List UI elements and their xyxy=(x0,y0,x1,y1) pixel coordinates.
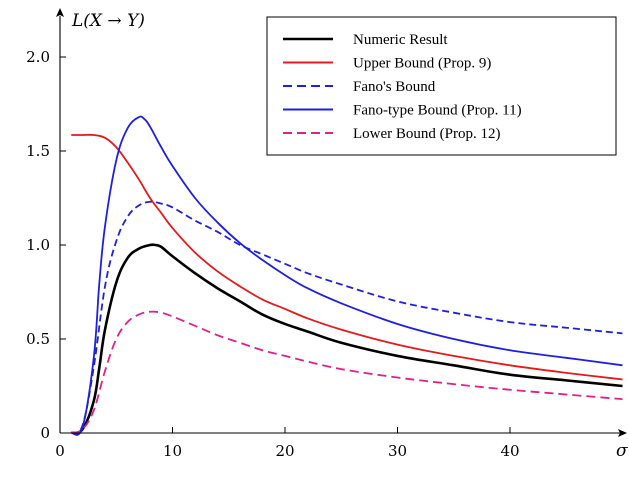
legend-entry-label: Fano-type Bound (Prop. 11) xyxy=(353,103,522,119)
y-tick-label: 1.5 xyxy=(26,142,50,160)
series-line-fano-s-bound xyxy=(70,200,623,435)
x-axis-arrow-icon xyxy=(618,429,627,437)
y-tick-label: 0 xyxy=(40,424,50,442)
legend-entry-label: Lower Bound (Prop. 12) xyxy=(353,126,500,142)
x-axis-label: σ xyxy=(616,441,628,461)
y-tick-label: 0.5 xyxy=(26,330,50,348)
legend-entry-label: Upper Bound (Prop. 9) xyxy=(353,56,491,72)
x-tick-label: 0 xyxy=(55,442,65,460)
y-axis-label: L(X → Y) xyxy=(71,11,145,31)
x-tick-label: 10 xyxy=(163,442,182,460)
y-axis-arrow-icon xyxy=(56,8,64,17)
series-group xyxy=(70,115,623,436)
x-tick-label: 20 xyxy=(275,442,294,460)
series-line-fano-type-bound-prop-11 xyxy=(70,115,623,436)
legend-entry-label: Fano's Bound xyxy=(353,79,436,95)
series-line-upper-bound-prop-9 xyxy=(71,133,623,381)
legend-entry-label: Numeric Result xyxy=(353,32,448,48)
y-tick-label: 1.0 xyxy=(26,236,50,254)
ticks: 0 10 20 30 40 0 0.5 1.0 1.5 2.0 xyxy=(26,48,519,460)
x-tick-label: 30 xyxy=(388,442,407,460)
series-line-lower-bound-prop-12 xyxy=(70,310,623,434)
axes: σ L(X → Y) xyxy=(56,8,628,461)
series-line-numeric-result xyxy=(70,243,623,435)
x-tick-label: 40 xyxy=(500,442,519,460)
legend: Numeric Result Upper Bound (Prop. 9) Fano'… xyxy=(266,16,617,156)
y-tick-label: 2.0 xyxy=(26,48,50,66)
